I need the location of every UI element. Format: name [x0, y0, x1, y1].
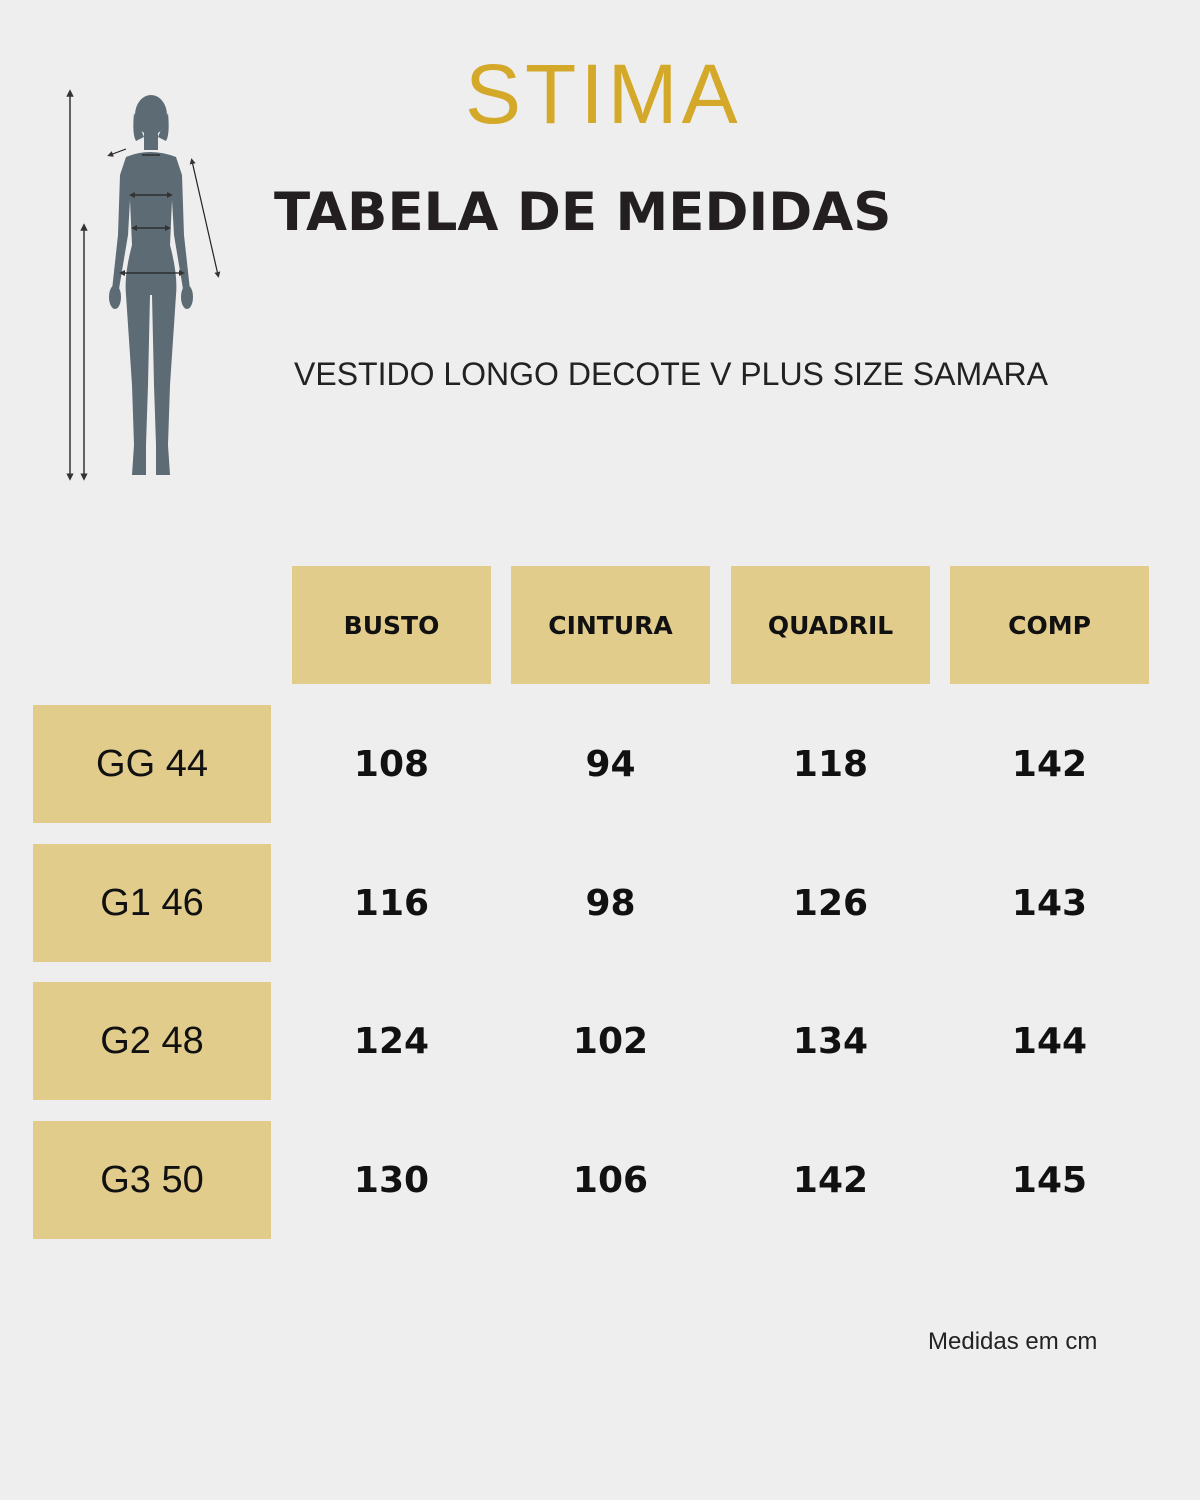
table-cell: 134 [792, 1020, 869, 1062]
table-cell: 124 [353, 1020, 430, 1062]
table-cell: 118 [792, 743, 869, 785]
table-cell: 102 [572, 1020, 649, 1062]
header-cintura: CINTURA [511, 566, 710, 684]
units-note: Medidas em cm [928, 1328, 1098, 1355]
body-measurement-figure-icon [66, 89, 221, 481]
table-cell: 143 [1011, 882, 1088, 924]
size-label: G2 48 [33, 982, 271, 1100]
header-comp: COMP [950, 566, 1149, 684]
header-quadril: QUADRIL [731, 566, 930, 684]
table-cell: 108 [353, 743, 430, 785]
table-cell: 142 [1011, 743, 1088, 785]
brand-logo: STIMA [465, 47, 742, 141]
table-cell: 126 [792, 882, 869, 924]
table-cell: 130 [353, 1159, 430, 1201]
table-cell: 116 [353, 882, 430, 924]
header-busto: BUSTO [292, 566, 491, 684]
size-label: GG 44 [33, 705, 271, 823]
table-cell: 94 [585, 743, 636, 785]
table-cell: 142 [792, 1159, 869, 1201]
size-label: G3 50 [33, 1121, 271, 1239]
size-label: G1 46 [33, 844, 271, 962]
table-cell: 98 [585, 882, 636, 924]
table-cell: 145 [1011, 1159, 1088, 1201]
product-name: VESTIDO LONGO DECOTE V PLUS SIZE SAMARA [294, 356, 1048, 392]
table-cell: 106 [572, 1159, 649, 1201]
page-title: TABELA DE MEDIDAS [274, 182, 892, 243]
table-cell: 144 [1011, 1020, 1088, 1062]
